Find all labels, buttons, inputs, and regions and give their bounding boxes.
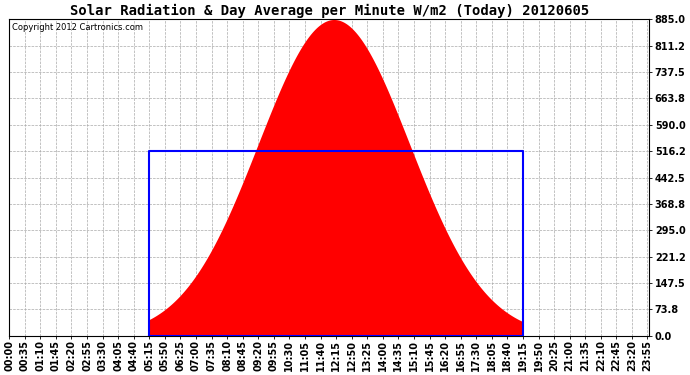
Text: Copyright 2012 Cartronics.com: Copyright 2012 Cartronics.com — [12, 22, 144, 32]
Title: Solar Radiation & Day Average per Minute W/m2 (Today) 20120605: Solar Radiation & Day Average per Minute… — [70, 4, 589, 18]
